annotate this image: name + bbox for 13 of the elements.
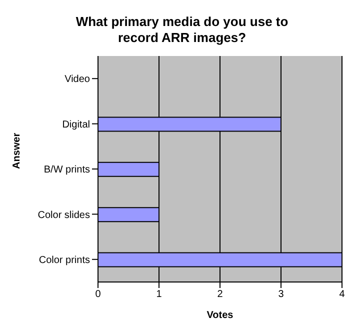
y-axis-title: Answer (12, 132, 23, 169)
chart-title: What primary media do you use to record ARR images? (74, 13, 290, 46)
x-tick-label: 3 (278, 289, 284, 300)
y-tick-label: Digital (62, 119, 90, 130)
x-tick-label: 4 (339, 289, 346, 300)
x-tick-label: 0 (95, 289, 102, 300)
y-tick-label: Color prints (38, 254, 90, 266)
x-axis-title: Votes (206, 310, 234, 321)
y-tick-label: Color slides (38, 210, 90, 221)
y-tick-label: B/W prints (44, 164, 90, 176)
x-tick-label: 1 (156, 289, 162, 300)
x-tick-label: 2 (217, 289, 224, 300)
y-tick-label: Video (64, 74, 90, 86)
